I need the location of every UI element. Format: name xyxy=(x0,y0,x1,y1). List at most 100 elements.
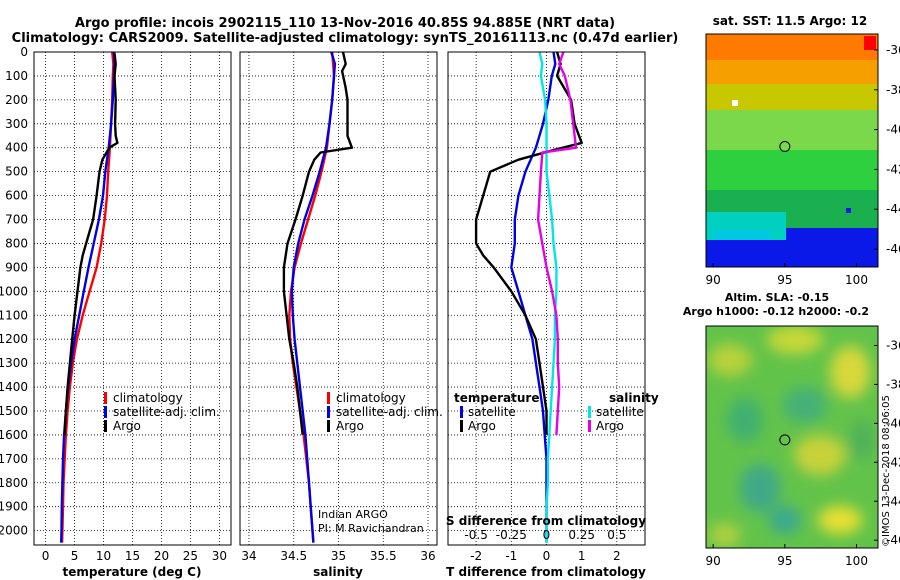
depth-tick-label: 100 xyxy=(5,69,28,83)
lat-tick-label: -44 xyxy=(886,202,900,216)
legend-label-t-argo: Argo xyxy=(468,419,496,433)
series-line-climatology xyxy=(60,52,115,543)
lat-tick-label: -38 xyxy=(886,83,900,97)
s-diff-xlabel: S difference from climatology xyxy=(446,514,646,528)
temperature-legend: climatology satellite-adj. clim. Argo xyxy=(104,391,220,433)
legend-swatch-satellite xyxy=(104,406,107,418)
legend-title-temperature: temperature xyxy=(454,391,539,405)
sla-map-title-1: Altim. SLA: -0.15 xyxy=(725,291,829,304)
depth-tick-label: 200 xyxy=(5,93,28,107)
sst-lat-labels: -36 -38 -40 -42 -44 -46 xyxy=(874,43,900,256)
x-tick-label: 25 xyxy=(183,549,198,563)
lat-tick-label: -46 xyxy=(886,242,900,256)
salinity-legend: climatology satellite-adj. clim. Argo xyxy=(327,391,443,433)
temperature-panel: 0100200300400500600700800900100011001200… xyxy=(0,45,232,579)
x-tick-label: -1 xyxy=(505,549,517,563)
depth-tick-labels: 0 100 200 300 400 500 600 700 800 900 1000 1100 1200… xyxy=(0,45,28,538)
t-diff-xlabel: T difference from climatology xyxy=(446,565,646,579)
legend-label-s-satellite: satellite xyxy=(596,405,644,419)
legend-swatch-t-satellite xyxy=(460,406,463,418)
credit-line-1: Indian ARGO xyxy=(318,508,388,521)
legend-label-satellite: satellite-adj. clim. xyxy=(113,405,220,419)
salinity-xlabel: salinity xyxy=(313,565,363,579)
sst-argo-location-marker xyxy=(779,141,791,153)
salinity-tick-labels: 34 34.5 35 35.5 36 xyxy=(241,549,435,563)
series-line-satellite-adj-clim- xyxy=(60,52,116,543)
lat-tick-label: -38 xyxy=(886,377,900,391)
legend-label-s-argo: Argo xyxy=(596,419,624,433)
legend-swatch-s-argo xyxy=(588,420,591,432)
depth-tick-label: 1500 xyxy=(0,404,28,418)
sla-map: Altim. SLA: -0.15 Argo h1000: -0.12 h200… xyxy=(683,291,900,568)
title-line-2: Climatology: CARS2009. Satellite-adjuste… xyxy=(12,31,679,46)
lat-tick-label: -40 xyxy=(886,416,900,430)
lat-tick-label: -42 xyxy=(886,162,900,176)
depth-tick-label: 900 xyxy=(5,260,28,274)
series-line-temperature-argo xyxy=(474,52,583,435)
s-diff-tick-label: 0.5 xyxy=(607,528,626,542)
lat-tick-label: -44 xyxy=(886,494,900,508)
x-tick-label: 0 xyxy=(42,549,50,563)
legend-label-climatology: climatology xyxy=(336,391,406,405)
depth-tick-label: 1200 xyxy=(0,332,28,346)
depth-tick-label: 1300 xyxy=(0,356,28,370)
depth-tick-label: 1100 xyxy=(0,308,28,322)
depth-tick-label: 1600 xyxy=(0,428,28,442)
s-diff-tick-labels: -0.5 -0.25 0 0.25 0.5 xyxy=(464,528,626,542)
temperature-xlabel: temperature (deg C) xyxy=(63,565,202,579)
legend-label-satellite: satellite-adj. clim. xyxy=(336,405,443,419)
sst-map-title: sat. SST: 11.5 Argo: 12 xyxy=(713,14,867,28)
depth-tick-label: 1800 xyxy=(0,476,28,490)
legend-swatch-satellite xyxy=(327,406,330,418)
legend-title-salinity: salinity xyxy=(609,391,659,405)
sla-argo-location-marker xyxy=(779,434,791,446)
sla-map-title-2: Argo h1000: -0.12 h2000: -0.2 xyxy=(683,305,869,318)
sst-lon-labels: 90 95 100 xyxy=(706,263,868,287)
s-diff-tick-label: -0.5 xyxy=(464,528,487,542)
depth-tick-label: 1900 xyxy=(0,500,28,514)
x-tick-label: 5 xyxy=(71,549,79,563)
temperature-lines xyxy=(60,52,119,543)
difference-lines xyxy=(474,52,583,543)
lon-tick-label: 95 xyxy=(777,273,792,287)
lat-tick-label: -36 xyxy=(886,43,900,57)
depth-tick-label: 1700 xyxy=(0,452,28,466)
series-line-satellite-adj-clim- xyxy=(290,52,337,543)
sla-lon-labels: 90 95 100 xyxy=(706,544,868,568)
legend-swatch-climatology xyxy=(327,392,330,404)
legend-swatch-s-satellite xyxy=(588,406,591,418)
salinity-lines xyxy=(282,52,354,543)
salinity-grid xyxy=(240,51,437,545)
legend-swatch-t-argo xyxy=(460,420,463,432)
t-diff-tick-labels: -2 -1 0 1 2 xyxy=(470,549,621,563)
sst-map-frame xyxy=(705,33,879,268)
depth-tick-label: 1400 xyxy=(0,380,28,394)
x-tick-label: 2 xyxy=(613,549,621,563)
depth-tick-label: 400 xyxy=(5,141,28,155)
series-line-temperature-satellite xyxy=(510,52,557,543)
sla-lat-labels: -36 -38 -40 -42 -44 -46 xyxy=(874,338,900,547)
legend-swatch-argo xyxy=(104,420,107,432)
title-line-1: Argo profile: incois 2902115_110 13-Nov-… xyxy=(75,16,615,31)
series-line-argo xyxy=(63,53,119,435)
temperature-grid xyxy=(34,51,231,545)
sla-map-frame xyxy=(705,325,879,549)
x-tick-label: 34.5 xyxy=(280,549,307,563)
x-tick-label: 35.5 xyxy=(370,549,397,563)
series-line-salinity-argo xyxy=(536,52,578,435)
legend-label-t-satellite: satellite xyxy=(468,405,516,419)
x-tick-label: 10 xyxy=(96,549,111,563)
temperature-frame xyxy=(33,51,232,546)
temperature-tick-labels: 0 5 10 15 20 25 30 xyxy=(42,549,227,563)
s-diff-tick-label: 0.25 xyxy=(568,528,595,542)
depth-tick-label: 300 xyxy=(5,117,28,131)
legend-label-argo: Argo xyxy=(113,419,141,433)
sst-field xyxy=(706,34,878,267)
lon-tick-label: 100 xyxy=(845,273,868,287)
lon-tick-label: 95 xyxy=(777,554,792,568)
legend-swatch-climatology xyxy=(104,392,107,404)
lat-tick-label: -42 xyxy=(886,455,900,469)
lat-tick-label: -36 xyxy=(886,338,900,352)
x-tick-label: 34 xyxy=(241,549,256,563)
